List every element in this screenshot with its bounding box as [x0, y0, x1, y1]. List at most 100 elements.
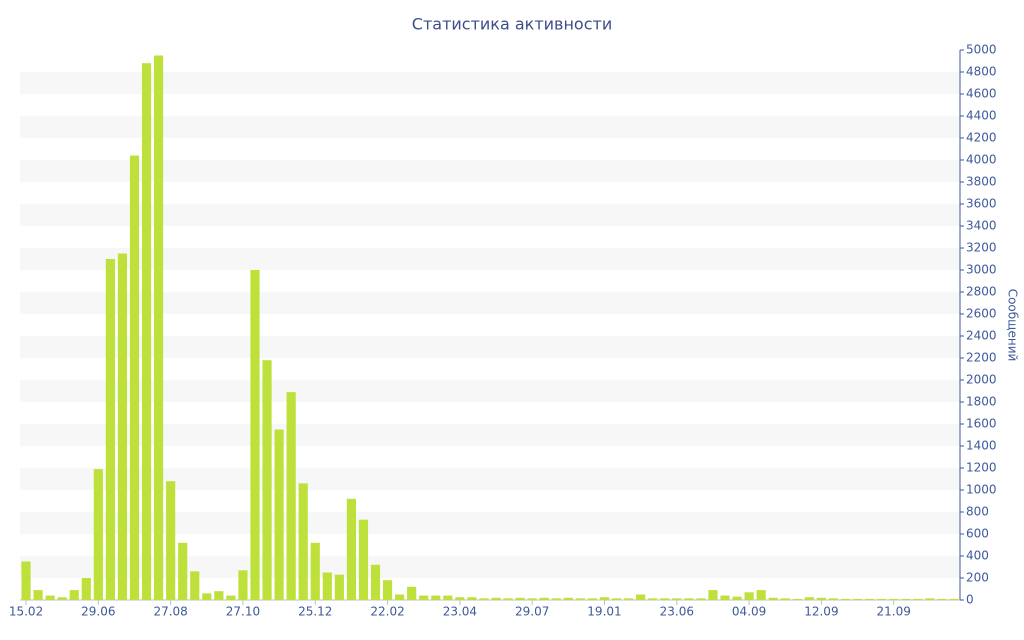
y-tick-label: 800 — [966, 505, 989, 519]
y-tick-label: 1800 — [966, 395, 997, 409]
bar — [865, 598, 875, 600]
bar — [720, 595, 730, 600]
grid-band — [20, 204, 960, 226]
y-tick-label: 3600 — [966, 197, 997, 211]
chart-title: Статистика активности — [412, 15, 612, 34]
x-tick-label: 29.06 — [81, 605, 115, 619]
bar — [648, 598, 658, 600]
x-tick-label: 04.09 — [732, 605, 766, 619]
bar — [346, 498, 356, 600]
bar — [768, 597, 778, 600]
bar — [913, 598, 923, 600]
y-tick-label: 2800 — [966, 285, 997, 299]
grid-band — [20, 116, 960, 138]
y-tick-label: 0 — [966, 593, 974, 607]
y-tick-label: 4600 — [966, 87, 997, 101]
bar — [455, 597, 465, 600]
x-tick-label: 21.09 — [877, 605, 911, 619]
y-tick-label: 3200 — [966, 241, 997, 255]
bar — [744, 592, 754, 600]
bar — [190, 571, 200, 600]
y-tick-label: 600 — [966, 527, 989, 541]
bar — [672, 598, 682, 600]
bar — [479, 598, 489, 600]
bar — [636, 594, 646, 600]
bar — [611, 598, 622, 600]
y-tick-label: 5000 — [966, 43, 997, 57]
bar — [45, 595, 55, 600]
bar — [370, 564, 381, 600]
bar — [696, 598, 706, 600]
x-tick-label: 23.06 — [660, 605, 694, 619]
bar — [840, 598, 851, 600]
bar — [503, 598, 513, 600]
bar — [298, 483, 308, 600]
bar — [57, 597, 67, 600]
bar — [732, 596, 742, 600]
bar — [105, 259, 115, 600]
bar — [575, 598, 585, 600]
bar — [515, 597, 525, 600]
bar — [491, 597, 501, 600]
y-tick-label: 1600 — [966, 417, 997, 431]
y-tick-label: 2600 — [966, 307, 997, 321]
y-tick-label: 4400 — [966, 109, 997, 123]
bar — [901, 598, 911, 600]
bar — [792, 598, 802, 600]
bar — [949, 598, 959, 600]
bar — [877, 598, 887, 600]
bar — [852, 598, 863, 600]
grid-band — [20, 160, 960, 182]
y-tick-label: 400 — [966, 549, 989, 563]
x-tick-label: 27.10 — [226, 605, 260, 619]
x-tick-label: 23.04 — [443, 605, 477, 619]
bar — [129, 155, 140, 600]
bar — [889, 598, 899, 600]
bar — [431, 595, 441, 600]
bar — [93, 469, 103, 600]
bar — [33, 590, 43, 600]
bar — [816, 597, 826, 600]
bar — [262, 360, 272, 600]
bar — [69, 590, 79, 600]
bar — [382, 580, 393, 600]
bar — [443, 595, 453, 600]
bar — [310, 542, 320, 600]
bar — [937, 598, 947, 600]
bar — [563, 597, 573, 600]
grid-band — [20, 248, 960, 270]
x-tick-label: 27.08 — [153, 605, 187, 619]
bar — [756, 590, 766, 600]
bar — [238, 570, 248, 600]
y-tick-label: 3000 — [966, 263, 997, 277]
bar — [419, 595, 429, 600]
x-tick-label: 12.09 — [804, 605, 838, 619]
x-tick-label: 29.07 — [515, 605, 549, 619]
bar — [780, 598, 790, 600]
x-tick-label: 22.02 — [370, 605, 404, 619]
bar — [166, 481, 176, 600]
y-tick-label: 4200 — [966, 131, 997, 145]
bar — [407, 586, 417, 600]
y-tick-label: 1000 — [966, 483, 997, 497]
bar — [154, 55, 164, 600]
grid-band — [20, 72, 960, 94]
bar — [527, 598, 537, 600]
bar — [660, 598, 670, 600]
bar — [395, 594, 405, 600]
bar — [141, 63, 152, 600]
x-tick-label: 25.12 — [298, 605, 332, 619]
bar — [334, 574, 344, 600]
y-tick-label: 4800 — [966, 65, 997, 79]
y-tick-label: 2000 — [966, 373, 997, 387]
bar — [21, 561, 31, 600]
bar — [358, 519, 369, 600]
y-tick-label: 1200 — [966, 461, 997, 475]
bar — [214, 591, 224, 600]
bar — [117, 253, 128, 600]
bar — [587, 598, 598, 600]
bar — [828, 598, 839, 600]
bar — [599, 597, 610, 600]
bar — [624, 598, 634, 600]
